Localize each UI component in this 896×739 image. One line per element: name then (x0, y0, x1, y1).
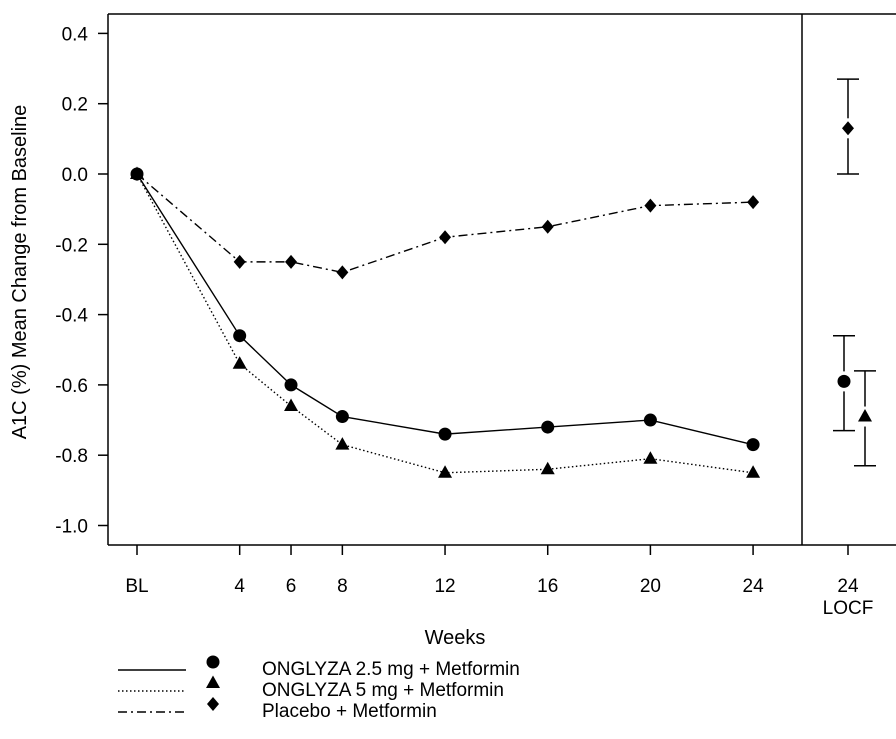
data-point-diamond (541, 219, 554, 234)
y-axis-title: A1C (%) Mean Change from Baseline (9, 105, 31, 440)
legend-label: ONGLYZA 5 mg + Metformin (262, 680, 504, 701)
y-tick-label: 0.4 (62, 24, 89, 45)
y-tick-label: -0.2 (55, 235, 88, 256)
y-axis: 0.4 0.2 0.0 -0.2 -0.4 -0.6 -0.8 -1.0 (55, 24, 108, 538)
data-point-circle (746, 438, 760, 452)
y-tick-label: -0.6 (55, 376, 88, 397)
series-line-circle (136, 173, 754, 446)
locf-panel (833, 78, 876, 467)
x-axis-title: Weeks (425, 627, 486, 649)
y-tick-label: 0.0 (62, 165, 88, 186)
x-tick-label: 12 (434, 576, 455, 597)
data-point-triangle (746, 465, 761, 478)
data-point-diamond (747, 195, 760, 210)
series-markers (130, 166, 761, 478)
data-point-triangle (284, 398, 299, 411)
locf-point-circle (837, 374, 851, 388)
y-tick-label: 0.2 (62, 95, 88, 116)
y-tick-label: -0.4 (55, 306, 88, 327)
plot-frame (107, 13, 896, 546)
locf-point-diamond (842, 121, 854, 136)
x-tick-label: BL (125, 576, 148, 597)
data-point-circle (643, 413, 657, 427)
data-point-diamond (285, 254, 298, 269)
data-point-circle (233, 329, 247, 343)
legend-marker-circle (206, 655, 220, 669)
data-point-diamond (644, 198, 657, 213)
x-tick-label: 6 (286, 576, 297, 597)
data-point-circle (541, 420, 555, 434)
legend-label: Placebo + Metformin (262, 701, 437, 722)
data-point-diamond (336, 265, 349, 280)
x-tick-label: 16 (537, 576, 558, 597)
locf-tick-label: 24 (837, 576, 859, 597)
data-point-triangle (438, 465, 453, 478)
series-lines (136, 173, 754, 474)
data-point-circle (335, 410, 349, 424)
legend-label: ONGLYZA 2.5 mg + Metformin (262, 659, 520, 680)
x-tick-label: 20 (640, 576, 661, 597)
legend-marker-diamond (207, 697, 219, 711)
data-point-diamond (233, 254, 246, 269)
data-point-triangle (335, 437, 350, 450)
locf-tick-label: LOCF (823, 598, 874, 619)
y-tick-label: -1.0 (55, 517, 88, 538)
locf-point-triangle (858, 409, 872, 422)
data-point-diamond (439, 230, 452, 245)
x-tick-label: 4 (234, 576, 245, 597)
data-point-diamond (131, 167, 143, 181)
x-tick-label: 8 (337, 576, 348, 597)
data-point-triangle (232, 356, 247, 369)
data-point-triangle (540, 461, 555, 475)
data-point-circle (438, 427, 452, 441)
legend-marker-triangle (206, 675, 220, 688)
data-point-triangle (643, 451, 658, 464)
data-point-circle (284, 378, 298, 392)
y-tick-label: -0.8 (55, 446, 88, 467)
series-line-diamond (136, 173, 754, 274)
x-tick-label: 24 (743, 576, 765, 597)
